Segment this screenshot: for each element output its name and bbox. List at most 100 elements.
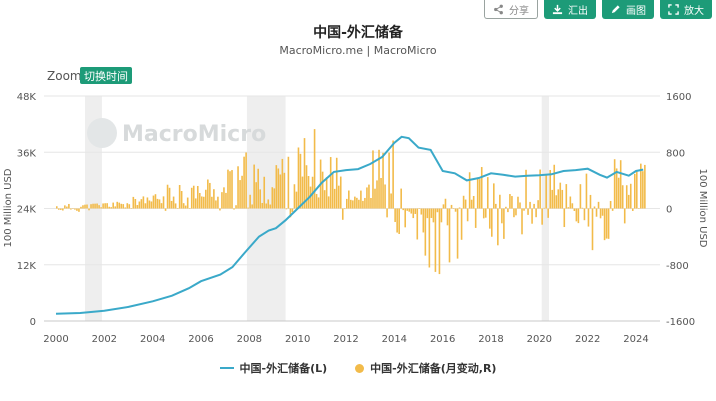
bar-mark <box>343 208 346 210</box>
bar-mark <box>458 207 461 209</box>
zoom-time-button[interactable]: 切换时间 <box>80 67 132 84</box>
bar-mark <box>245 152 247 209</box>
bar-mark <box>289 208 292 218</box>
reserve-line <box>55 135 644 315</box>
bar-mark <box>279 174 282 209</box>
bar-mark <box>172 196 175 209</box>
bar-mark <box>267 199 270 209</box>
x-tick-label: 2000 <box>43 334 68 345</box>
bar-mark <box>472 195 475 209</box>
bar-mark <box>136 205 139 209</box>
draw-button[interactable]: 画图 <box>602 0 654 19</box>
bar-mark <box>356 197 358 209</box>
watermark-logo-icon <box>87 118 117 148</box>
bar-mark <box>170 200 173 209</box>
share-button[interactable]: 分享 <box>484 0 538 19</box>
bar-mark <box>315 193 318 209</box>
export-button[interactable]: 汇出 <box>544 0 596 19</box>
bar-mark <box>523 208 525 211</box>
bar-mark <box>521 208 523 235</box>
bar-mark <box>501 208 503 224</box>
bar-mark <box>480 167 483 209</box>
x-tick-label: 2024 <box>623 334 648 345</box>
bar-mark <box>78 208 80 212</box>
expand-icon <box>668 4 679 15</box>
bar-mark <box>201 196 203 209</box>
bar-mark <box>396 208 398 233</box>
bar-mark <box>350 199 352 209</box>
bar-mark <box>563 208 566 228</box>
bar-mark <box>233 208 235 210</box>
x-tick-label: 2004 <box>140 334 165 345</box>
bar-mark <box>253 164 255 209</box>
bar-mark <box>394 208 396 222</box>
x-tick-label: 2006 <box>188 334 213 345</box>
bar-mark <box>599 208 602 219</box>
watermark-text: MacroMicro <box>122 122 266 147</box>
bar-mark <box>142 196 145 209</box>
bar-mark <box>529 201 531 209</box>
bar-mark <box>72 208 74 209</box>
bar-mark <box>184 205 187 209</box>
bar-mark <box>640 163 642 209</box>
bar-mark <box>265 203 268 209</box>
bar-mark <box>470 199 473 209</box>
bar-mark <box>376 180 378 209</box>
bar-mark <box>569 196 572 209</box>
bar-mark <box>515 208 517 216</box>
bar-mark <box>549 169 552 209</box>
bar-mark <box>360 190 362 209</box>
gridlines <box>44 95 660 322</box>
bar-mark <box>146 197 149 209</box>
bar-mark <box>178 185 181 209</box>
bar-mark <box>303 138 306 209</box>
bar-mark <box>575 208 578 222</box>
right-axis-title: 100 Million USD <box>697 168 708 247</box>
legend-item-monthly-change[interactable]: 中国-外汇储备(月变动,R) <box>355 360 496 376</box>
x-axis-ticks: 2000 2002 2004 2006 2008 2010 2012 2014 2016 2018… <box>43 334 648 345</box>
bar-mark <box>285 208 288 210</box>
x-tick-label: 2018 <box>478 334 503 345</box>
bar-mark <box>422 208 425 233</box>
bar-mark <box>567 207 570 209</box>
bar-mark <box>432 208 435 223</box>
bar-mark <box>112 202 114 209</box>
bar-mark <box>192 185 195 209</box>
bar-mark <box>196 185 199 209</box>
bar-mark <box>223 187 225 209</box>
expand-button[interactable]: 放大 <box>660 0 712 19</box>
bar-mark <box>364 197 366 209</box>
bar-mark <box>346 198 348 209</box>
bar-mark <box>553 164 556 209</box>
bar-mark <box>305 165 308 209</box>
bar-mark <box>527 208 529 215</box>
bar-mark <box>156 198 159 209</box>
bar-mark <box>585 173 588 209</box>
bar-mark <box>329 157 332 209</box>
bar-mark <box>281 158 284 209</box>
chart-title: 中国-外汇储备 <box>313 25 403 41</box>
bar-mark <box>444 198 447 209</box>
x-tick-label: 2020 <box>527 334 552 345</box>
bar-mark <box>638 208 640 209</box>
bar-mark <box>559 182 562 209</box>
bar-mark <box>247 207 249 209</box>
bar-mark <box>519 202 521 209</box>
bar-mark <box>307 176 310 209</box>
bar-mark <box>424 208 427 256</box>
bar-mark <box>474 208 477 228</box>
bar-mark <box>537 200 539 209</box>
bar-mark <box>114 206 117 209</box>
draw-label: 画图 <box>626 6 646 17</box>
bar-mark <box>398 208 400 234</box>
bar-mark <box>126 203 129 209</box>
bar-mark <box>215 200 217 209</box>
bar-mark <box>86 204 88 209</box>
bar-mark <box>513 208 515 218</box>
bar-mark <box>370 197 372 209</box>
bar-mark <box>174 203 177 209</box>
legend-item-reserves[interactable]: 中国-外汇储备(L) <box>219 360 327 376</box>
bar-mark <box>241 175 243 209</box>
expand-label: 放大 <box>684 6 704 17</box>
left-tick-label: 36K <box>17 148 37 159</box>
